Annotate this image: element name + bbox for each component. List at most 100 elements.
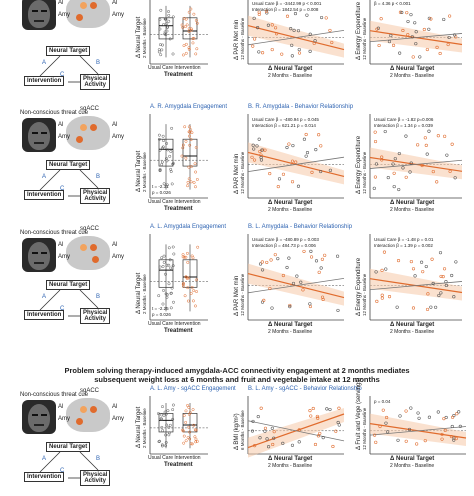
data-point bbox=[189, 180, 193, 184]
data-point bbox=[186, 436, 190, 439]
data-point bbox=[305, 151, 310, 155]
data-point bbox=[438, 51, 442, 56]
bmi-x-sublabel: 2 Months - Baseline bbox=[268, 463, 313, 469]
par-stat-line: Usual Care β = -480.89 p = 0.003 bbox=[252, 237, 319, 242]
data-point bbox=[274, 26, 278, 30]
data-point bbox=[162, 254, 166, 258]
data-point bbox=[401, 28, 405, 33]
data-point bbox=[294, 160, 298, 164]
mediation-arrows bbox=[39, 169, 99, 197]
data-point bbox=[188, 130, 192, 134]
data-point bbox=[193, 162, 197, 166]
data-point bbox=[450, 142, 454, 146]
physical-activity-node: Physical Activity bbox=[80, 188, 111, 204]
data-point bbox=[165, 29, 169, 33]
data-point bbox=[268, 286, 272, 291]
data-point bbox=[162, 139, 165, 143]
bmi-scatter-plot bbox=[247, 396, 345, 458]
data-point bbox=[319, 144, 323, 148]
box-group bbox=[180, 124, 199, 190]
data-point bbox=[161, 134, 165, 138]
data-point bbox=[374, 162, 379, 166]
data-point bbox=[448, 169, 452, 173]
data-point bbox=[194, 19, 198, 22]
data-point bbox=[164, 441, 168, 444]
data-point bbox=[165, 293, 169, 297]
data-point bbox=[312, 41, 316, 46]
data-point bbox=[194, 52, 198, 56]
data-point bbox=[424, 143, 428, 147]
data-point bbox=[454, 260, 458, 264]
data-point bbox=[397, 151, 401, 156]
par-stat-line: Usual Care β = -3442.99 p < 0.001 bbox=[252, 1, 322, 6]
data-point bbox=[404, 409, 408, 413]
physical-label: Physical bbox=[83, 190, 108, 196]
data-point bbox=[260, 268, 265, 272]
roi-marker bbox=[76, 418, 83, 425]
box-y-sublabel: 2 Months - Baseline bbox=[142, 408, 147, 448]
threat-cue-label: Non-conscious threat cue bbox=[20, 110, 89, 116]
energy-y-sublabel: 12 Months - Baseline bbox=[362, 17, 367, 60]
data-point bbox=[308, 409, 312, 413]
data-point bbox=[162, 413, 166, 417]
brain-diagram bbox=[66, 398, 110, 432]
data-point bbox=[391, 43, 396, 47]
data-point bbox=[308, 49, 312, 53]
data-point bbox=[400, 10, 404, 15]
data-point bbox=[270, 23, 274, 27]
data-point bbox=[186, 260, 190, 264]
data-point bbox=[382, 250, 387, 254]
data-point bbox=[171, 264, 175, 268]
data-point bbox=[157, 133, 161, 137]
data-point bbox=[181, 253, 185, 257]
data-point bbox=[442, 267, 447, 271]
data-point bbox=[257, 137, 261, 141]
figure-row: Non-conscious threat cue sgACC Al Amy Al Amy N… bbox=[0, 224, 474, 340]
box-x-title: Treatment bbox=[164, 206, 193, 212]
data-point bbox=[373, 130, 377, 134]
panel-a-title: A. L. Amy - sgACC Engagement bbox=[150, 386, 236, 392]
data-point bbox=[424, 264, 428, 269]
path-a-label: A bbox=[42, 174, 47, 180]
data-point bbox=[164, 17, 167, 21]
data-point bbox=[398, 10, 403, 14]
data-point bbox=[258, 149, 262, 154]
roi-marker bbox=[76, 14, 83, 21]
data-point bbox=[188, 430, 192, 434]
data-point bbox=[167, 246, 171, 250]
data-point bbox=[455, 412, 459, 416]
data-point bbox=[420, 163, 424, 168]
data-point bbox=[315, 414, 319, 419]
par-x-label: Δ Neural Target bbox=[268, 322, 313, 328]
data-point bbox=[387, 40, 392, 44]
data-point bbox=[398, 414, 402, 418]
box-group bbox=[157, 5, 175, 58]
data-point bbox=[411, 55, 415, 59]
data-point bbox=[418, 55, 422, 59]
face-image bbox=[22, 118, 56, 152]
data-point bbox=[414, 42, 418, 46]
data-point bbox=[317, 133, 321, 137]
data-point bbox=[443, 134, 447, 138]
data-point bbox=[309, 249, 313, 253]
data-point bbox=[190, 131, 194, 135]
data-point bbox=[168, 154, 172, 158]
data-point bbox=[334, 429, 338, 433]
par-y-sublabel: 12 Months - Baseline bbox=[240, 17, 245, 60]
data-point bbox=[268, 172, 272, 176]
data-point bbox=[165, 183, 169, 187]
data-point bbox=[168, 423, 172, 427]
data-point bbox=[160, 160, 164, 164]
box-stat-line: t = -2.25 bbox=[152, 306, 169, 311]
data-point bbox=[164, 444, 168, 448]
data-point bbox=[169, 170, 173, 173]
neural-target-node: Neural Target bbox=[46, 160, 91, 170]
data-point bbox=[167, 425, 171, 429]
path-a-label: A bbox=[42, 60, 47, 66]
data-point bbox=[162, 260, 166, 264]
data-point bbox=[167, 10, 170, 13]
data-point bbox=[453, 33, 457, 37]
data-point bbox=[192, 289, 196, 293]
data-point bbox=[160, 443, 164, 447]
data-point bbox=[187, 177, 191, 181]
